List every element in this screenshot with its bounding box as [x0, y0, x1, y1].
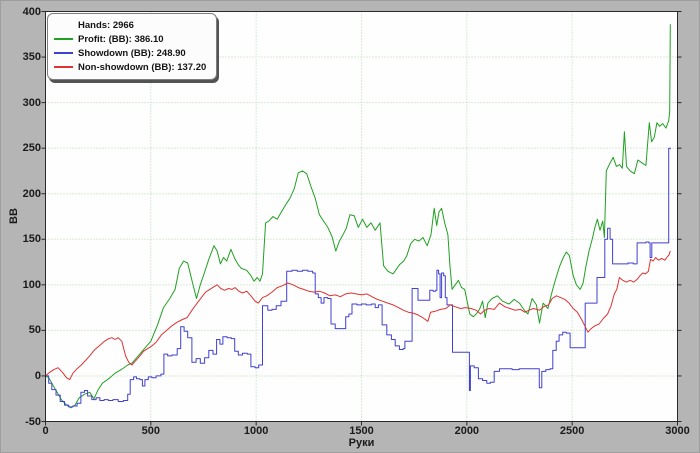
y-tick-label: 100 — [22, 278, 41, 291]
y-tick-label: 150 — [22, 233, 41, 246]
nonshowdown-line — [45, 250, 671, 381]
x-tick-label: 2500 — [559, 425, 585, 437]
y-tick-label: 0 — [34, 369, 41, 382]
showdown-line — [45, 147, 671, 408]
x-tick-label: 500 — [141, 425, 160, 437]
y-axis-label: BB — [8, 208, 20, 224]
x-tick-label: 3000 — [665, 425, 690, 437]
legend: Hands: 2966 Profit: (BB): 386.10 Showdown … — [47, 13, 218, 80]
legend-label-showdown: Showdown (BB): 248.90 — [78, 47, 186, 59]
y-tick-label: -50 — [25, 415, 41, 428]
y-tick-label: 300 — [22, 96, 41, 109]
x-tick-label: 0 — [42, 425, 49, 437]
y-tick-label: 250 — [22, 142, 41, 155]
legend-swatch-showdown — [54, 52, 73, 54]
y-tick-label: 400 — [22, 5, 41, 18]
x-tick-label: 2000 — [454, 425, 480, 437]
legend-label-profit: Profit: (BB): 386.10 — [78, 33, 164, 45]
legend-item-nonshowdown: Non-showdown (BB): 137.20 — [54, 60, 206, 74]
legend-label-nonshowdown: Non-showdown (BB): 137.20 — [78, 61, 207, 73]
legend-item-showdown: Showdown (BB): 248.90 — [54, 46, 206, 60]
legend-swatch-profit — [54, 38, 73, 40]
y-tick-label: 350 — [22, 51, 41, 64]
x-axis-label: Руки — [348, 437, 375, 449]
y-tick-label: 50 — [28, 324, 41, 337]
legend-swatch-nonshowdown — [54, 66, 73, 68]
legend-hands-label: Hands: 2966 — [78, 19, 134, 31]
x-tick-label: 1500 — [349, 425, 374, 437]
profit-line — [45, 24, 671, 409]
y-tick-label: 200 — [22, 187, 41, 200]
legend-item-profit: Profit: (BB): 386.10 — [54, 32, 206, 46]
x-tick-label: 1000 — [243, 425, 269, 437]
